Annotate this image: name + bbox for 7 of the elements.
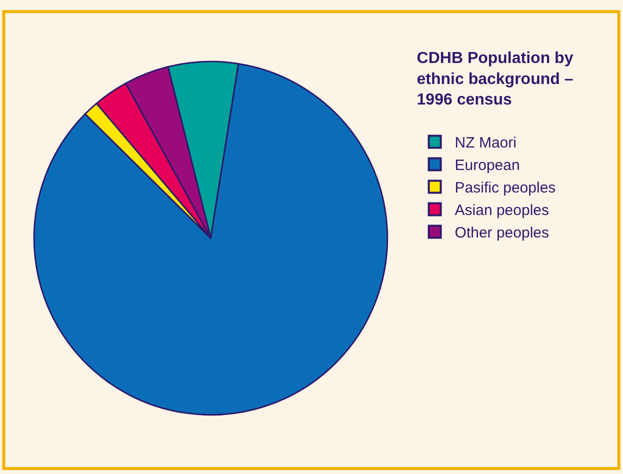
legend-title: CDHB Population by ethnic background – 1996 census xyxy=(416,50,574,109)
legend-label: Other peoples xyxy=(454,224,550,242)
legend-label: European xyxy=(454,157,520,174)
legend-label: Pasific peoples xyxy=(454,180,556,197)
legend-label: Asian peoples xyxy=(454,202,550,220)
legend-label: NZ Maori xyxy=(454,134,516,152)
pie-slice xyxy=(33,62,388,416)
